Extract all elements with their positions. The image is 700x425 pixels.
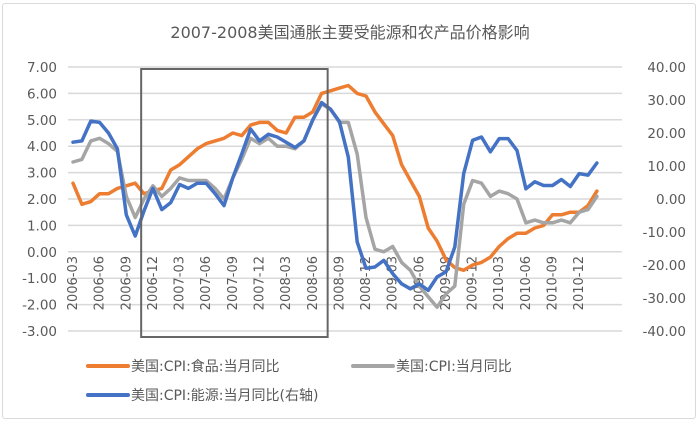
x-tick-label: 2006-12 — [146, 256, 161, 310]
right-tick-label: 20.00 — [647, 126, 686, 142]
series-line-3 — [71, 100, 599, 293]
legend-label: 美国:CPI:当月同比 — [396, 359, 512, 375]
left-axis-ticks: 7.00 6.00 5.00 4.00 3.00 2.00 1.00 0.00 -1.00 -2.… — [22, 60, 57, 340]
x-tick-label: 2008-06 — [306, 256, 321, 310]
x-tick-label: 2008-09 — [332, 256, 347, 310]
x-tick-label: 2007-06 — [199, 256, 214, 310]
left-tick-label: 4.00 — [27, 139, 57, 155]
x-tick-label: 2010-06 — [519, 256, 534, 310]
right-tick-label: -30.00 — [642, 291, 686, 307]
legend-label: 美国:CPI:食品:当月同比 — [131, 358, 280, 375]
x-tick-label: 2007-03 — [173, 256, 188, 310]
x-tick-label: 2008-03 — [279, 256, 294, 310]
series-line-1 — [71, 83, 599, 273]
right-tick-label: 10.00 — [647, 159, 686, 175]
right-tick-label: -20.00 — [642, 258, 686, 274]
right-tick-label: -10.00 — [642, 225, 686, 241]
x-tick-label: 2007-12 — [252, 256, 267, 310]
left-tick-label: 6.00 — [27, 86, 57, 102]
chart-frame — [2, 3, 696, 419]
x-tick-label: 2008-12 — [359, 256, 374, 310]
x-tick-label: 2010-12 — [572, 256, 587, 310]
legend-label: 美国:CPI:能源:当月同比(右轴) — [131, 388, 318, 404]
chart-title: 2007-2008美国通胀主要受能源和农产品价格影响 — [170, 23, 529, 42]
left-tick-label: -1.00 — [22, 271, 57, 287]
left-tick-label: 1.00 — [27, 218, 57, 234]
x-tick-label: 2009-12 — [466, 256, 481, 310]
x-axis-ticks: 2006-03 2006-06 2006-09 2006-12 2007-03 2007-… — [66, 256, 587, 310]
right-tick-label: -40.00 — [642, 324, 686, 340]
highlight-box — [140, 68, 329, 338]
left-tick-label: 0.00 — [27, 245, 57, 261]
gridlines — [68, 66, 622, 332]
x-tick-label: 2010-03 — [492, 256, 507, 310]
right-tick-label: 40.00 — [647, 60, 686, 76]
x-tick-label: 2006-09 — [119, 256, 134, 310]
right-tick-label: 30.00 — [647, 93, 686, 109]
right-axis-ticks: 40.00 30.00 20.00 10.00 0.00 -10.00 -20.00 -30.… — [642, 60, 686, 340]
left-tick-label: 2.00 — [27, 192, 57, 208]
left-tick-label: -3.00 — [22, 324, 57, 340]
x-tick-label: 2006-06 — [93, 256, 108, 310]
x-tick-label: 2007-09 — [226, 256, 241, 310]
left-tick-label: 7.00 — [27, 60, 57, 76]
left-tick-label: 5.00 — [27, 113, 57, 129]
x-tick-label: 2010-09 — [546, 256, 561, 310]
legend: 美国:CPI:食品:当月同比 美国:CPI:当月同比美国:CPI:能源:当月同比(… — [86, 358, 512, 404]
left-tick-label: -2.00 — [22, 298, 57, 314]
series-lines — [71, 83, 599, 309]
right-tick-label: 0.00 — [656, 192, 686, 208]
x-tick-label: 2006-03 — [66, 256, 81, 310]
left-tick-label: 3.00 — [27, 166, 57, 182]
